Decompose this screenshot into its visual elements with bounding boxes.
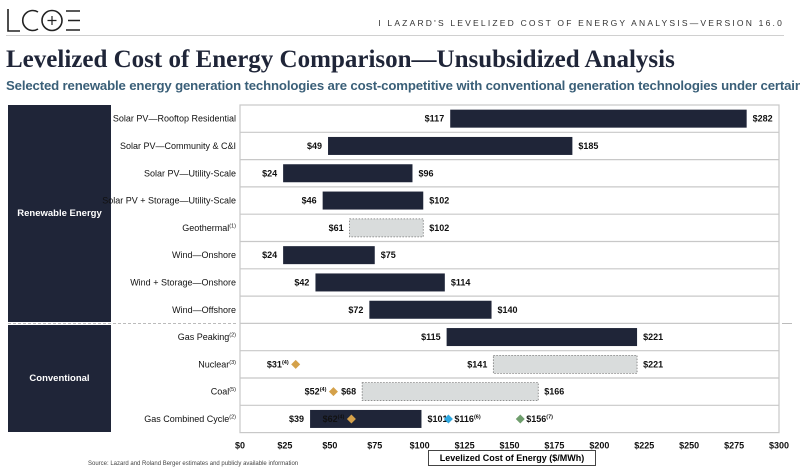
range-bar: [322, 191, 424, 210]
diamond-marker: [291, 359, 301, 369]
high-value-label: $114: [451, 277, 471, 287]
category-label: Conventional: [29, 373, 90, 384]
header-rule: [6, 35, 784, 36]
high-value-label: $221: [643, 332, 663, 342]
category-renewable-energy: Renewable Energy: [8, 105, 111, 322]
low-value-label: $115: [421, 332, 441, 342]
row-label: Solar PV—Rooftop Residential: [113, 114, 236, 124]
marker-label: $62(4): [323, 414, 345, 424]
low-value-label: $68: [341, 387, 356, 397]
diamond-marker: [346, 414, 356, 424]
low-value-label: $61: [329, 223, 344, 233]
low-value-label: $49: [307, 141, 322, 151]
low-value-label: $46: [302, 196, 317, 206]
x-axis-label: Levelized Cost of Energy ($/MWh): [428, 450, 596, 466]
x-tick-label: $75: [367, 441, 382, 451]
category-conventional: Conventional: [8, 325, 111, 432]
row-label: Geothermal(1): [182, 223, 236, 233]
x-tick-label: $125: [455, 441, 475, 451]
range-bar: [328, 136, 573, 155]
diamond-marker: [328, 387, 338, 397]
x-tick-label: $0: [235, 441, 245, 451]
source-note: Source: Lazard and Roland Berger estimat…: [88, 461, 299, 467]
low-value-label: $42: [294, 277, 309, 287]
row-label: Gas Peaking(2): [178, 332, 236, 342]
x-tick-label: $250: [679, 441, 699, 451]
range-bar-estimate: [349, 218, 424, 238]
range-bar: [283, 164, 413, 183]
row-label: Wind + Storage—Onshore: [130, 277, 236, 287]
high-value-label: $102: [429, 196, 449, 206]
row-label: Gas Combined Cycle(2): [144, 414, 236, 424]
low-value-label: $24: [262, 168, 277, 178]
row-label: Solar PV—Utility-Scale: [144, 168, 236, 178]
x-tick-label: $200: [589, 441, 609, 451]
high-value-label: $75: [381, 250, 396, 260]
x-tick-label: $300: [769, 441, 789, 451]
category-divider-right: [782, 323, 792, 324]
x-tick-label: $150: [499, 441, 519, 451]
page-subtitle: Selected renewable energy generation tec…: [6, 78, 800, 93]
x-tick-label: $25: [277, 441, 292, 451]
range-bar: [310, 409, 422, 428]
diamond-marker: [443, 414, 453, 424]
high-value-label: $282: [753, 114, 773, 124]
marker-label: $156(7): [526, 414, 553, 424]
range-bar: [450, 109, 747, 128]
row-label: Solar PV—Community & C&I: [120, 141, 236, 151]
range-bar-estimate: [492, 354, 638, 374]
x-tick-label: $275: [724, 441, 744, 451]
x-tick-label: $50: [322, 441, 337, 451]
range-bar: [369, 300, 492, 319]
category-divider: [8, 323, 236, 324]
low-value-label: $39: [289, 414, 304, 424]
range-bar-estimate: [361, 382, 539, 402]
x-tick-label: $225: [634, 441, 654, 451]
high-value-label: $96: [418, 168, 433, 178]
high-value-label: $102: [429, 223, 449, 233]
low-value-label: $141: [467, 359, 487, 369]
range-bar: [283, 246, 375, 265]
low-value-label: $24: [262, 250, 277, 260]
low-value-label: $117: [425, 114, 445, 124]
x-tick-label: $100: [410, 441, 430, 451]
row-label: Solar PV + Storage—Utility-Scale: [102, 196, 236, 206]
row-label: Coal(5): [211, 387, 236, 397]
marker-label: $116(6): [454, 414, 480, 424]
high-value-label: $101: [427, 414, 447, 424]
row-label: Wind—Offshore: [172, 305, 236, 315]
high-value-label: $166: [544, 387, 564, 397]
row-label: Nuclear(3): [198, 359, 236, 369]
lcoe-logo: [7, 9, 80, 32]
high-value-label: $221: [643, 359, 663, 369]
marker-label: $52(4): [305, 387, 327, 397]
page-title: Levelized Cost of Energy Comparison—Unsu…: [6, 46, 675, 73]
diamond-marker: [515, 414, 525, 424]
range-bar: [446, 328, 638, 347]
x-tick-label: $175: [544, 441, 564, 451]
low-value-label: $72: [348, 305, 363, 315]
category-label: Renewable Energy: [17, 208, 102, 219]
high-value-label: $140: [498, 305, 518, 315]
range-bar: [315, 273, 445, 292]
high-value-label: $185: [578, 141, 598, 151]
marker-label: $31(4): [267, 359, 289, 369]
row-label: Wind—Onshore: [172, 250, 236, 260]
header-tagline: I LAZARD'S LEVELIZED COST OF ENERGY ANAL…: [378, 18, 784, 28]
